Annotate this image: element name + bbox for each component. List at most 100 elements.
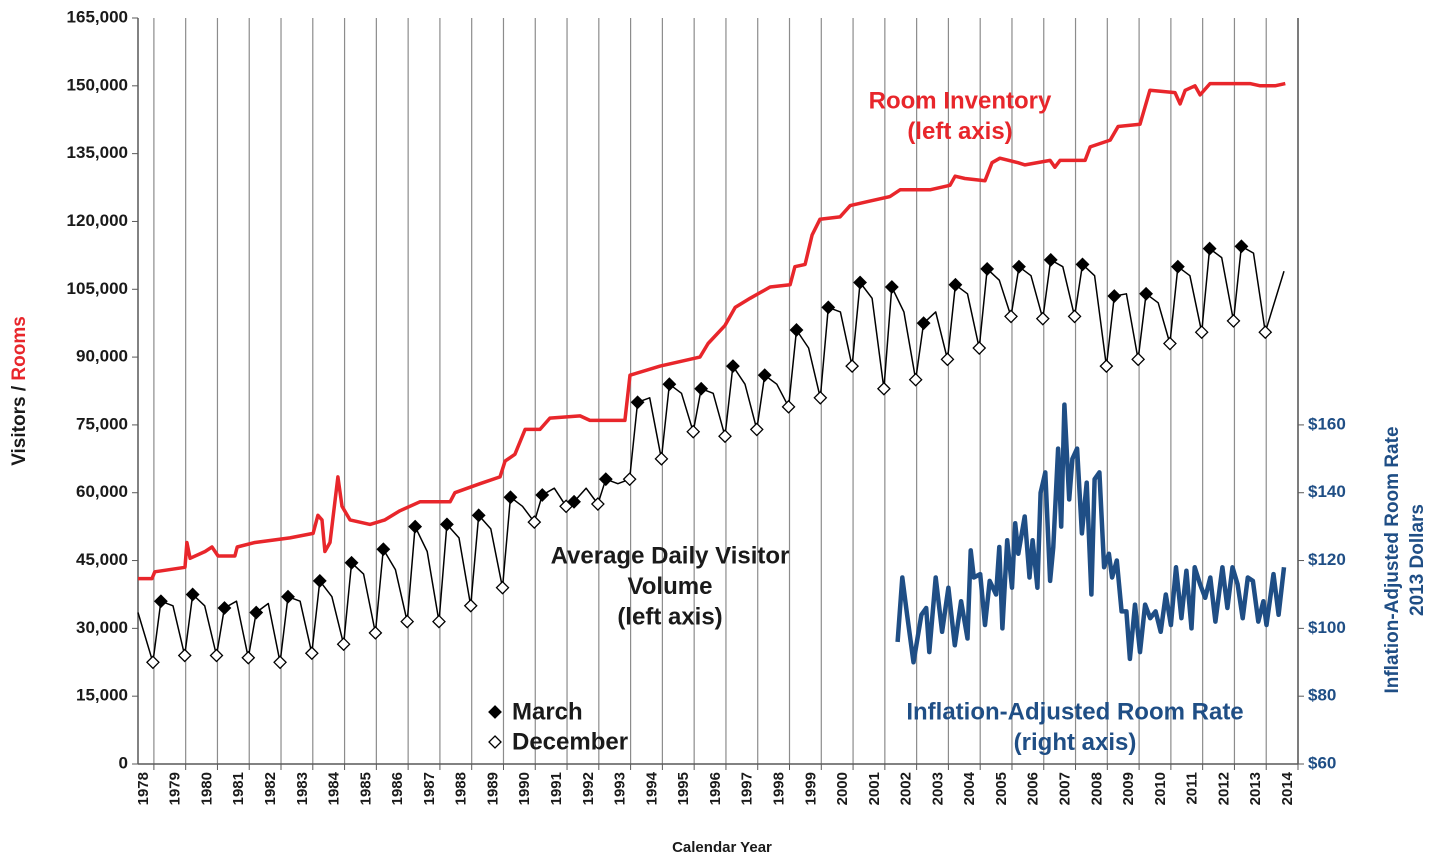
y-tick-label: 150,000 xyxy=(67,75,128,94)
marker xyxy=(217,601,232,615)
x-tick-label: 2010 xyxy=(1152,772,1169,805)
marker xyxy=(821,300,836,315)
y-tick-label: 0 xyxy=(119,753,128,772)
marker xyxy=(1067,309,1082,324)
y-tick-label: 45,000 xyxy=(76,550,128,569)
x-tick-label: 1993 xyxy=(612,772,629,805)
annotation: Volume xyxy=(628,573,713,600)
annotation: Inflation-Adjusted Room Rate xyxy=(906,698,1243,725)
marker xyxy=(1170,259,1185,274)
marker xyxy=(1139,286,1154,301)
marker xyxy=(1099,359,1114,374)
series-line xyxy=(138,81,1286,581)
x-axis-title: Calendar Year xyxy=(672,839,772,856)
marker xyxy=(1234,239,1249,254)
marker xyxy=(876,381,891,396)
annotation: Room Inventory xyxy=(869,87,1052,114)
marker xyxy=(495,580,510,595)
marker xyxy=(654,451,669,466)
marker xyxy=(241,650,256,665)
x-tick-label: 1986 xyxy=(389,772,406,805)
marker xyxy=(177,648,192,663)
marker xyxy=(622,472,637,487)
y2-tick-label: $60 xyxy=(1308,753,1336,772)
x-tick-label: 2009 xyxy=(1120,772,1137,805)
x-tick-label: 1980 xyxy=(198,772,215,805)
marker xyxy=(527,515,542,530)
marker xyxy=(439,517,454,532)
x-tick-label: 1981 xyxy=(230,772,247,805)
x-tick-label: 2004 xyxy=(961,771,978,805)
marker xyxy=(789,323,804,337)
x-tick-label: 1989 xyxy=(484,772,501,805)
marker xyxy=(980,262,995,276)
y2-axis-title: Inflation-Adjusted Room Rate xyxy=(1382,426,1403,693)
y-axis-title-part: Visitors / xyxy=(9,385,30,466)
marker xyxy=(726,359,740,374)
y2-tick-label: $100 xyxy=(1308,618,1346,637)
marker xyxy=(1075,257,1090,272)
marker xyxy=(590,497,605,511)
marker xyxy=(535,488,550,502)
marker xyxy=(884,280,899,294)
marker xyxy=(694,381,709,396)
x-tick-label: 1985 xyxy=(357,772,374,805)
x-tick-label: 2000 xyxy=(834,772,851,805)
y-tick-label: 30,000 xyxy=(76,618,128,637)
marker xyxy=(598,472,613,487)
y-tick-label: 60,000 xyxy=(76,482,128,501)
marker xyxy=(1107,289,1122,303)
marker xyxy=(368,625,383,640)
y-tick-label: 105,000 xyxy=(67,279,128,298)
marker xyxy=(273,655,287,670)
marker xyxy=(463,598,478,613)
x-tick-label: 1983 xyxy=(294,772,311,805)
marker xyxy=(559,499,574,514)
x-tick-label: 2008 xyxy=(1088,772,1105,805)
y-axis-title: Visitors / Rooms xyxy=(9,316,30,466)
x-tick-label: 2005 xyxy=(993,772,1010,805)
marker xyxy=(503,490,518,505)
marker xyxy=(1131,352,1146,367)
x-tick-label: 1988 xyxy=(453,772,470,805)
annotation: (left axis) xyxy=(617,603,722,630)
marker xyxy=(749,422,764,437)
marker xyxy=(1202,241,1217,256)
y-axis-title-highlight: Rooms xyxy=(9,316,30,380)
marker xyxy=(249,605,264,620)
y-tick-label: 120,000 xyxy=(67,211,128,230)
x-tick-label: 2003 xyxy=(929,772,946,805)
x-tick-label: 1996 xyxy=(707,772,724,805)
marker xyxy=(471,508,486,523)
marker xyxy=(153,594,168,609)
x-tick-label: 2014 xyxy=(1279,771,1296,805)
marker xyxy=(853,275,867,290)
marker xyxy=(376,542,391,557)
marker xyxy=(948,277,963,292)
y-tick-label: 135,000 xyxy=(67,143,128,162)
marker xyxy=(400,614,415,629)
legend-marker xyxy=(488,735,502,749)
marker xyxy=(567,494,581,509)
marker xyxy=(1258,325,1273,340)
y2-tick-label: $140 xyxy=(1308,482,1346,501)
marker xyxy=(185,587,200,602)
x-tick-label: 2013 xyxy=(1247,772,1264,805)
y-tick-label: 90,000 xyxy=(76,347,128,366)
marker xyxy=(781,399,796,414)
marker xyxy=(1004,309,1018,324)
y-tick-label: 15,000 xyxy=(76,686,128,705)
y2-axis-title: 2013 Dollars xyxy=(1407,504,1428,616)
x-tick-label: 1982 xyxy=(262,772,279,805)
y-tick-label: 165,000 xyxy=(67,7,128,26)
marker xyxy=(432,614,446,629)
series-line xyxy=(895,402,1287,665)
x-tick-label: 2007 xyxy=(1057,772,1074,805)
marker xyxy=(718,429,732,444)
x-tick-label: 1997 xyxy=(739,772,756,805)
y2-tick-label: $120 xyxy=(1308,550,1346,569)
marker xyxy=(304,646,319,661)
x-tick-label: 1990 xyxy=(516,772,533,805)
